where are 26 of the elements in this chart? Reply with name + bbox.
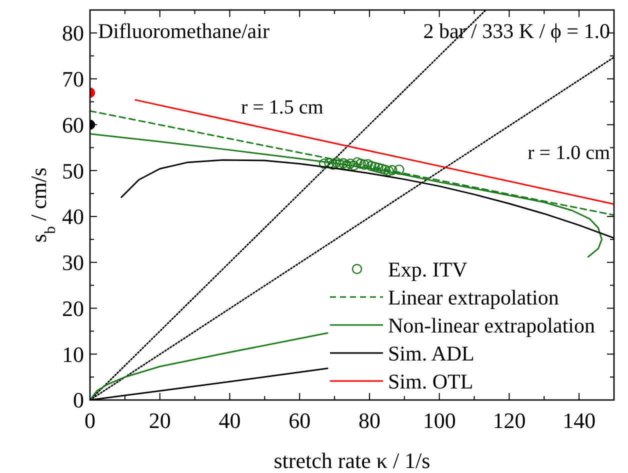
- y-tick-label: 40: [62, 204, 84, 230]
- annotation: r = 1.5 cm: [240, 96, 324, 118]
- legend-label: Sim. ADL: [388, 341, 474, 366]
- y-tick-label: 20: [62, 296, 84, 321]
- legend-label: Non-linear extrapolation: [388, 313, 596, 338]
- legend-label: Sim. OTL: [388, 369, 474, 394]
- x-tick-label: 80: [358, 408, 380, 433]
- annotation: r = 1.0 cm: [528, 142, 610, 164]
- annotation: 2 bar / 333 K / ϕ = 1.0: [423, 19, 610, 43]
- y-tick-label: 70: [62, 66, 84, 92]
- x-tick-label: 20: [148, 408, 171, 433]
- y-tick-label: 0: [73, 388, 84, 413]
- annotation: Difluoromethane/air: [98, 19, 270, 43]
- legend-label: Exp. ITV: [388, 257, 468, 282]
- y-tick-label: 80: [62, 20, 84, 46]
- x-tick-label: 140: [562, 408, 596, 433]
- legend-label: Linear extrapolation: [388, 285, 560, 310]
- y-tick-label: 50: [62, 158, 84, 184]
- x-tick-label: 120: [492, 408, 526, 433]
- x-tick-label: 60: [288, 408, 311, 433]
- x-tick-label: 100: [422, 408, 456, 433]
- y-tick-label: 10: [62, 342, 84, 367]
- x-axis-title: stretch rate κ / 1/s: [274, 448, 430, 473]
- y-tick-label: 30: [62, 250, 84, 276]
- y-tick-label: 60: [62, 112, 84, 138]
- x-tick-label: 40: [218, 408, 241, 433]
